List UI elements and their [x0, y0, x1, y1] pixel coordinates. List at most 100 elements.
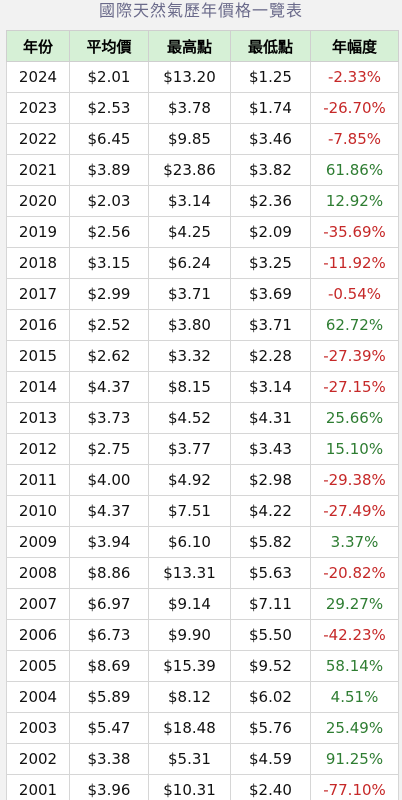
header-year: 年份 — [6, 30, 70, 62]
cell-high: $13.31 — [148, 557, 231, 589]
table-row: 2001 $3.96 $10.31 $2.40 -77.10% — [6, 774, 399, 800]
cell-average: $5.89 — [69, 681, 149, 713]
cell-low: $1.25 — [230, 61, 311, 93]
cell-year: 2013 — [6, 402, 70, 434]
cell-high: $9.14 — [148, 588, 231, 620]
cell-change: -11.92% — [310, 247, 399, 279]
cell-average: $3.96 — [69, 774, 149, 800]
cell-average: $2.52 — [69, 309, 149, 341]
cell-change: -27.15% — [310, 371, 399, 403]
table-header: 年份 平均價 最高點 最低點 年幅度 — [6, 30, 399, 62]
table-row: 2005 $8.69 $15.39 $9.52 58.14% — [6, 650, 399, 682]
cell-high: $8.12 — [148, 681, 231, 713]
cell-change: 25.66% — [310, 402, 399, 434]
cell-high: $3.14 — [148, 185, 231, 217]
cell-low: $1.74 — [230, 92, 311, 124]
cell-low: $2.40 — [230, 774, 311, 800]
cell-high: $3.78 — [148, 92, 231, 124]
cell-average: $3.38 — [69, 743, 149, 775]
cell-average: $4.37 — [69, 495, 149, 527]
cell-change: 15.10% — [310, 433, 399, 465]
cell-change: 29.27% — [310, 588, 399, 620]
cell-low: $3.69 — [230, 278, 311, 310]
cell-year: 2012 — [6, 433, 70, 465]
cell-change: -35.69% — [310, 216, 399, 248]
cell-year: 2005 — [6, 650, 70, 682]
table-row: 2020 $2.03 $3.14 $2.36 12.92% — [6, 185, 399, 217]
table-row: 2008 $8.86 $13.31 $5.63 -20.82% — [6, 557, 399, 589]
cell-average: $6.73 — [69, 619, 149, 651]
cell-high: $3.71 — [148, 278, 231, 310]
cell-change: 3.37% — [310, 526, 399, 558]
table-row: 2024 $2.01 $13.20 $1.25 -2.33% — [6, 61, 399, 93]
cell-average: $3.94 — [69, 526, 149, 558]
cell-year: 2003 — [6, 712, 70, 744]
cell-year: 2018 — [6, 247, 70, 279]
cell-year: 2010 — [6, 495, 70, 527]
cell-high: $8.15 — [148, 371, 231, 403]
cell-change: -0.54% — [310, 278, 399, 310]
cell-year: 2023 — [6, 92, 70, 124]
cell-low: $4.22 — [230, 495, 311, 527]
cell-year: 2019 — [6, 216, 70, 248]
cell-year: 2001 — [6, 774, 70, 800]
cell-year: 2016 — [6, 309, 70, 341]
cell-change: 91.25% — [310, 743, 399, 775]
cell-high: $23.86 — [148, 154, 231, 186]
cell-high: $15.39 — [148, 650, 231, 682]
cell-high: $6.10 — [148, 526, 231, 558]
table-row: 2022 $6.45 $9.85 $3.46 -7.85% — [6, 123, 399, 155]
cell-year: 2002 — [6, 743, 70, 775]
table-row: 2017 $2.99 $3.71 $3.69 -0.54% — [6, 278, 399, 310]
table-body: 2024 $2.01 $13.20 $1.25 -2.33% 2023 $2.53 $3.78… — [6, 61, 399, 800]
cell-high: $3.32 — [148, 340, 231, 372]
cell-change: -42.23% — [310, 619, 399, 651]
header-average: 平均價 — [69, 30, 149, 62]
cell-low: $7.11 — [230, 588, 311, 620]
cell-low: $5.82 — [230, 526, 311, 558]
cell-year: 2009 — [6, 526, 70, 558]
cell-change: -7.85% — [310, 123, 399, 155]
cell-change: 58.14% — [310, 650, 399, 682]
cell-average: $2.56 — [69, 216, 149, 248]
cell-low: $3.14 — [230, 371, 311, 403]
cell-average: $4.37 — [69, 371, 149, 403]
cell-average: $4.00 — [69, 464, 149, 496]
cell-year: 2011 — [6, 464, 70, 496]
table-row: 2014 $4.37 $8.15 $3.14 -27.15% — [6, 371, 399, 403]
cell-change: -26.70% — [310, 92, 399, 124]
cell-year: 2014 — [6, 371, 70, 403]
cell-change: -20.82% — [310, 557, 399, 589]
cell-high: $4.92 — [148, 464, 231, 496]
cell-change: 62.72% — [310, 309, 399, 341]
cell-year: 2007 — [6, 588, 70, 620]
cell-change: 4.51% — [310, 681, 399, 713]
cell-high: $6.24 — [148, 247, 231, 279]
cell-year: 2004 — [6, 681, 70, 713]
cell-low: $3.25 — [230, 247, 311, 279]
table-row: 2016 $2.52 $3.80 $3.71 62.72% — [6, 309, 399, 341]
table-row: 2018 $3.15 $6.24 $3.25 -11.92% — [6, 247, 399, 279]
cell-low: $5.50 — [230, 619, 311, 651]
cell-year: 2022 — [6, 123, 70, 155]
cell-high: $7.51 — [148, 495, 231, 527]
cell-average: $2.99 — [69, 278, 149, 310]
cell-change: -27.39% — [310, 340, 399, 372]
cell-average: $6.97 — [69, 588, 149, 620]
price-table-container: 年份 平均價 最高點 最低點 年幅度 2024 $2.01 $13.20 $1.25-… — [6, 30, 399, 800]
cell-low: $3.71 — [230, 309, 311, 341]
cell-average: $8.69 — [69, 650, 149, 682]
cell-change: 25.49% — [310, 712, 399, 744]
cell-low: $6.02 — [230, 681, 311, 713]
table-row: 2003 $5.47 $18.48 $5.76 25.49% — [6, 712, 399, 744]
cell-average: $2.53 — [69, 92, 149, 124]
table-row: 2023 $2.53 $3.78 $1.74 -26.70% — [6, 92, 399, 124]
table-row: 2011 $4.00 $4.92 $2.98 -29.38% — [6, 464, 399, 496]
cell-year: 2021 — [6, 154, 70, 186]
price-table: 年份 平均價 最高點 最低點 年幅度 2024 $2.01 $13.20 $1.25-… — [6, 30, 399, 800]
cell-high: $3.77 — [148, 433, 231, 465]
cell-low: $3.46 — [230, 123, 311, 155]
cell-change: -2.33% — [310, 61, 399, 93]
cell-year: 2024 — [6, 61, 70, 93]
